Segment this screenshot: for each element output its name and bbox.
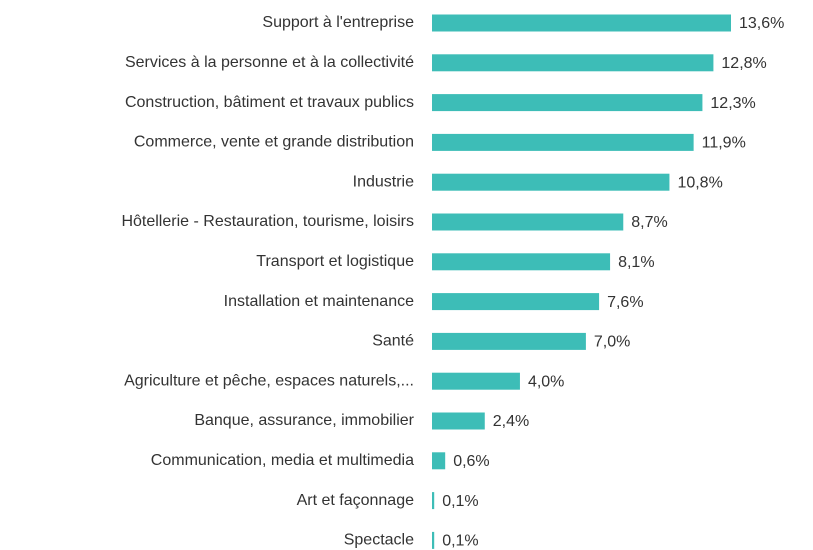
bar [432,133,694,151]
bar [432,94,703,112]
value-label: 0,6% [453,453,489,470]
category-label: Art et façonnage [297,492,415,509]
value-label: 7,0% [594,334,630,351]
category-label: Commerce, vente et grande distribution [134,134,414,151]
category-label: Industrie [353,173,414,190]
category-label: Agriculture et pêche, espaces naturels,.… [124,372,414,389]
value-label: 13,6% [739,15,784,32]
value-label: 8,7% [631,214,667,231]
bar [432,213,624,231]
category-label: Support à l'entreprise [262,14,414,31]
bar [432,412,485,430]
value-label: 12,8% [721,55,766,72]
value-label: 0,1% [442,493,478,510]
category-label: Construction, bâtiment et travaux public… [125,94,414,111]
value-label: 8,1% [618,254,654,271]
bar [432,173,670,191]
category-label: Spectacle [344,532,414,549]
bar [432,372,520,390]
value-label: 7,6% [607,294,643,311]
value-label: 2,4% [493,413,529,430]
category-label: Services à la personne et à la collectiv… [125,54,414,71]
bar [432,54,714,72]
value-label: 4,0% [528,373,564,390]
category-label: Installation et maintenance [224,293,414,310]
value-label: 0,1% [442,533,478,550]
category-label: Hôtellerie - Restauration, tourisme, loi… [121,213,414,230]
category-label: Communication, media et multimedia [151,452,414,469]
value-label: 12,3% [710,95,755,112]
bar [432,293,600,311]
category-label: Transport et logistique [256,253,414,270]
bar [432,531,435,549]
category-label: Banque, assurance, immobilier [194,412,414,429]
value-label: 10,8% [677,174,722,191]
bar [432,332,586,350]
bar [432,492,435,510]
value-label: 11,9% [702,135,746,152]
category-label: Santé [372,333,414,350]
bar [432,452,446,470]
bar [432,253,611,271]
bar [432,14,731,32]
